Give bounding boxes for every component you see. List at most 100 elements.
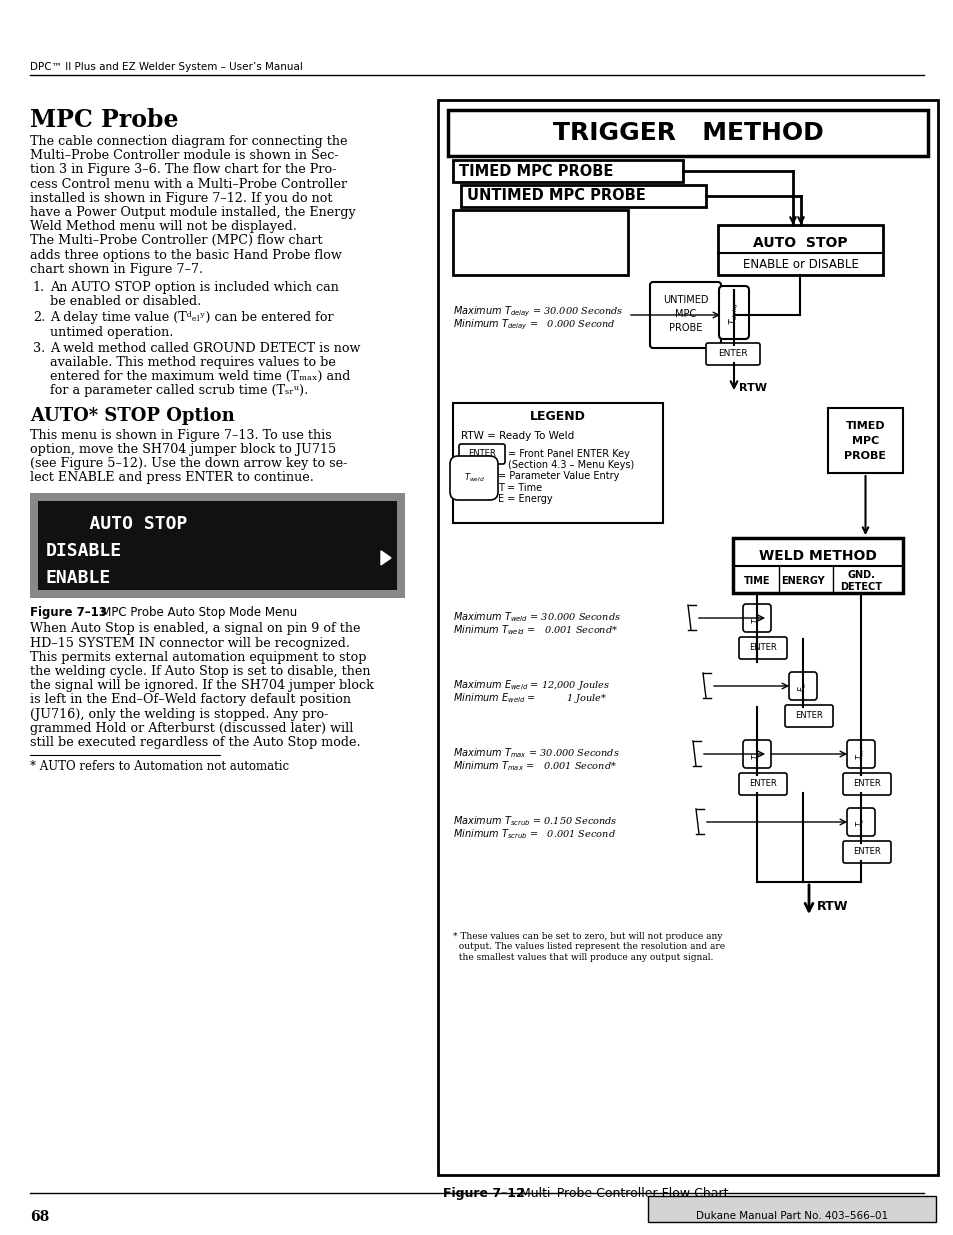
- FancyBboxPatch shape: [705, 343, 760, 366]
- Text: ENTER: ENTER: [718, 350, 747, 358]
- Text: $T_w$: $T_w$: [750, 613, 762, 624]
- Text: Weld Method menu will not be displayed.: Weld Method menu will not be displayed.: [30, 220, 296, 233]
- FancyBboxPatch shape: [732, 538, 902, 593]
- FancyBboxPatch shape: [842, 841, 890, 863]
- Text: $Minimum\ E_{weld}$ =          1 Joule*: $Minimum\ E_{weld}$ = 1 Joule*: [453, 692, 606, 705]
- Text: = Parameter Value Entry: = Parameter Value Entry: [497, 471, 618, 480]
- FancyBboxPatch shape: [437, 100, 937, 1174]
- Text: Figure 7–12: Figure 7–12: [442, 1187, 524, 1200]
- Text: cess Control menu with a Multi–Probe Controller: cess Control menu with a Multi–Probe Con…: [30, 178, 347, 190]
- Text: (JU716), only the welding is stopped. Any pro-: (JU716), only the welding is stopped. An…: [30, 708, 328, 720]
- FancyBboxPatch shape: [742, 604, 770, 632]
- FancyBboxPatch shape: [448, 110, 927, 156]
- Text: ENABLE or DISABLE: ENABLE or DISABLE: [741, 258, 858, 272]
- Text: still be executed regardless of the Auto Stop mode.: still be executed regardless of the Auto…: [30, 736, 360, 748]
- FancyBboxPatch shape: [460, 185, 705, 207]
- Text: the welding cycle. If Auto Stop is set to disable, then: the welding cycle. If Auto Stop is set t…: [30, 664, 370, 678]
- Text: the signal will be ignored. If the SH704 jumper block: the signal will be ignored. If the SH704…: [30, 679, 374, 692]
- Text: $Maximum\ T_{max}$ = 30.000 Seconds: $Maximum\ T_{max}$ = 30.000 Seconds: [453, 746, 619, 760]
- Text: chart shown in Figure 7–7.: chart shown in Figure 7–7.: [30, 263, 203, 275]
- FancyBboxPatch shape: [739, 637, 786, 659]
- Text: TIMED MPC PROBE: TIMED MPC PROBE: [458, 163, 613, 179]
- Text: (Section 4.3 – Menu Keys): (Section 4.3 – Menu Keys): [507, 459, 634, 471]
- Text: 3.: 3.: [33, 342, 45, 354]
- Text: UNTIMED: UNTIMED: [662, 295, 707, 305]
- Text: ENTER: ENTER: [852, 779, 880, 788]
- Text: option, move the SH704 jumper block to JU715: option, move the SH704 jumper block to J…: [30, 443, 335, 456]
- Text: ENTER: ENTER: [748, 779, 776, 788]
- Text: Multi–Probe Controller Flow Chart: Multi–Probe Controller Flow Chart: [507, 1187, 728, 1200]
- FancyBboxPatch shape: [784, 705, 832, 727]
- FancyBboxPatch shape: [842, 773, 890, 795]
- Text: grammed Hold or Afterburst (discussed later) will: grammed Hold or Afterburst (discussed la…: [30, 721, 353, 735]
- Text: MPC: MPC: [674, 309, 696, 319]
- Text: AUTO* STOP Option: AUTO* STOP Option: [30, 406, 234, 425]
- Text: ENABLE: ENABLE: [46, 569, 112, 588]
- Text: 1.: 1.: [33, 282, 45, 294]
- Text: $Minimum\ T_{delay}$ =   0.000 Second: $Minimum\ T_{delay}$ = 0.000 Second: [453, 317, 615, 332]
- Text: TIMED: TIMED: [844, 421, 884, 431]
- Text: RTW: RTW: [816, 900, 847, 914]
- Text: UNTIMED MPC PROBE: UNTIMED MPC PROBE: [467, 189, 645, 204]
- FancyBboxPatch shape: [827, 408, 902, 473]
- FancyBboxPatch shape: [450, 456, 497, 500]
- Text: ENTER: ENTER: [468, 450, 496, 458]
- Text: PROBE: PROBE: [843, 451, 885, 461]
- FancyBboxPatch shape: [30, 494, 405, 599]
- Text: $Minimum\ T_{weld}$ =   0.001 Second*: $Minimum\ T_{weld}$ = 0.001 Second*: [453, 622, 618, 637]
- Text: have a Power Output module installed, the Energy: have a Power Output module installed, th…: [30, 206, 355, 219]
- Text: An AUTO STOP option is included which can: An AUTO STOP option is included which ca…: [50, 282, 338, 294]
- Text: $Maximum\ T_{delay}$ = 30.000 Seconds: $Maximum\ T_{delay}$ = 30.000 Seconds: [453, 305, 623, 320]
- FancyBboxPatch shape: [649, 282, 720, 348]
- Text: $T_s$: $T_s$: [854, 818, 866, 826]
- Text: $Minimum\ T_{scrub}$ =   0.001 Second: $Minimum\ T_{scrub}$ = 0.001 Second: [453, 827, 616, 841]
- Text: * These values can be set to zero, but will not produce any
  output. The values: * These values can be set to zero, but w…: [453, 932, 724, 962]
- Text: DISABLE: DISABLE: [46, 542, 122, 561]
- Text: $E_w$: $E_w$: [796, 680, 808, 692]
- Text: adds three options to the basic Hand Probe flow: adds three options to the basic Hand Pro…: [30, 248, 341, 262]
- Text: MPC: MPC: [851, 436, 879, 446]
- Text: AUTO  STOP: AUTO STOP: [753, 236, 847, 249]
- Text: be enabled or disabled.: be enabled or disabled.: [50, 295, 201, 309]
- Text: for a parameter called scrub time (Tₛ⁣ᵣᵘ).: for a parameter called scrub time (Tₛ⁣ᵣᵘ…: [50, 384, 308, 398]
- Text: MPC Probe Auto Stop Mode Menu: MPC Probe Auto Stop Mode Menu: [90, 606, 297, 620]
- FancyBboxPatch shape: [742, 740, 770, 768]
- Text: DPC™ II Plus and EZ Welder System – User’s Manual: DPC™ II Plus and EZ Welder System – User…: [30, 62, 302, 72]
- Text: Figure 7–13: Figure 7–13: [30, 606, 107, 620]
- Text: Dukane Manual Part No. 403–566–01: Dukane Manual Part No. 403–566–01: [695, 1212, 887, 1221]
- FancyBboxPatch shape: [739, 773, 786, 795]
- Text: A delay time value (Tᵈₑₗ⁡ʸ) can be entered for: A delay time value (Tᵈₑₗ⁡ʸ) can be enter…: [50, 311, 334, 325]
- Text: RTW: RTW: [739, 383, 766, 393]
- FancyBboxPatch shape: [719, 287, 748, 338]
- Text: entered for the maximum weld time (Tₘₐₓ) and: entered for the maximum weld time (Tₘₐₓ)…: [50, 370, 350, 383]
- Text: $T_{weld}$: $T_{weld}$: [463, 472, 484, 484]
- FancyBboxPatch shape: [38, 501, 396, 590]
- Text: 68: 68: [30, 1210, 50, 1224]
- Text: $T_{delay}$: $T_{delay}$: [727, 300, 740, 325]
- Text: ENTER: ENTER: [748, 643, 776, 652]
- Text: untimed operation.: untimed operation.: [50, 326, 173, 338]
- Text: $Maximum\ T_{scrub}$ = 0.150 Seconds: $Maximum\ T_{scrub}$ = 0.150 Seconds: [453, 814, 617, 827]
- Text: TIME: TIME: [743, 576, 769, 585]
- Text: $Maximum\ E_{weld}$ = 12,000 Joules: $Maximum\ E_{weld}$ = 12,000 Joules: [453, 678, 609, 692]
- Text: T = Time: T = Time: [497, 483, 541, 493]
- Text: installed is shown in Figure 7–12. If you do not: installed is shown in Figure 7–12. If yo…: [30, 191, 333, 205]
- FancyBboxPatch shape: [453, 403, 662, 522]
- Text: The Multi–Probe Controller (MPC) flow chart: The Multi–Probe Controller (MPC) flow ch…: [30, 235, 322, 247]
- Text: TRIGGER   METHOD: TRIGGER METHOD: [552, 121, 822, 144]
- Polygon shape: [380, 551, 391, 564]
- Text: The cable connection diagram for connecting the: The cable connection diagram for connect…: [30, 135, 347, 148]
- Text: $T_m$: $T_m$: [854, 748, 866, 760]
- Text: available. This method requires values to be: available. This method requires values t…: [50, 356, 335, 369]
- Text: RTW = Ready To Weld: RTW = Ready To Weld: [460, 431, 574, 441]
- Text: WELD METHOD: WELD METHOD: [759, 550, 876, 563]
- Text: This menu is shown in Figure 7–13. To use this: This menu is shown in Figure 7–13. To us…: [30, 429, 332, 442]
- FancyBboxPatch shape: [453, 161, 682, 182]
- Text: When Auto Stop is enabled, a signal on pin 9 of the: When Auto Stop is enabled, a signal on p…: [30, 622, 360, 635]
- Text: lect ENABLE and press ENTER to continue.: lect ENABLE and press ENTER to continue.: [30, 472, 314, 484]
- FancyBboxPatch shape: [453, 210, 627, 275]
- Text: MPC Probe: MPC Probe: [30, 107, 178, 132]
- FancyBboxPatch shape: [846, 808, 874, 836]
- Text: $Maximum\ T_{weld}$ = 30.000 Seconds: $Maximum\ T_{weld}$ = 30.000 Seconds: [453, 610, 620, 624]
- FancyBboxPatch shape: [846, 740, 874, 768]
